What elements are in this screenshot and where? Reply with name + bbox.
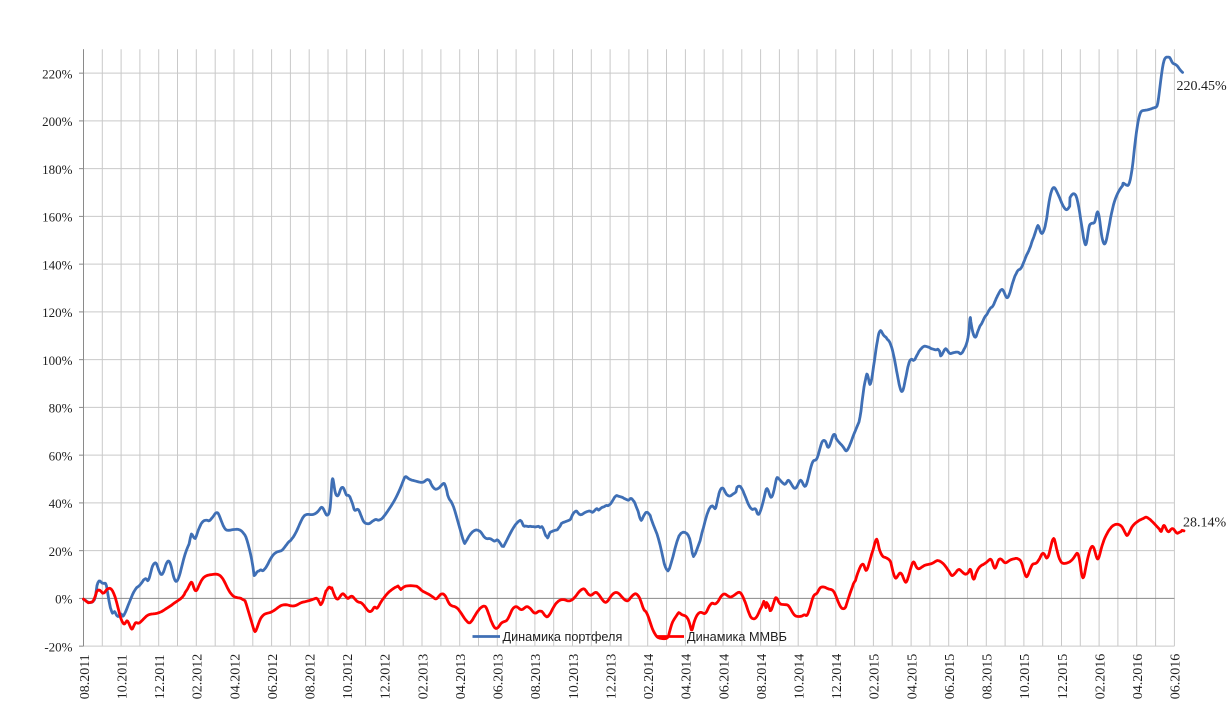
svg-text:100%: 100% bbox=[42, 353, 73, 368]
svg-text:200%: 200% bbox=[42, 114, 73, 129]
svg-text:06.2013: 06.2013 bbox=[492, 654, 507, 700]
svg-text:04.2012: 04.2012 bbox=[228, 654, 243, 700]
svg-text:80%: 80% bbox=[49, 401, 73, 416]
svg-text:12.2011: 12.2011 bbox=[153, 654, 168, 699]
svg-text:04.2015: 04.2015 bbox=[905, 654, 920, 700]
svg-text:02.2016: 02.2016 bbox=[1093, 654, 1108, 700]
svg-text:60%: 60% bbox=[49, 448, 73, 463]
svg-text:06.2016: 06.2016 bbox=[1169, 654, 1184, 700]
svg-text:08.2014: 08.2014 bbox=[755, 654, 770, 700]
svg-text:Динамика ММВБ: Динамика ММВБ bbox=[687, 630, 787, 644]
svg-text:180%: 180% bbox=[42, 162, 73, 177]
svg-text:0%: 0% bbox=[55, 592, 73, 607]
svg-text:06.2015: 06.2015 bbox=[943, 654, 958, 700]
svg-text:10.2012: 10.2012 bbox=[341, 654, 356, 700]
svg-text:140%: 140% bbox=[42, 257, 73, 272]
svg-text:06.2014: 06.2014 bbox=[717, 654, 732, 700]
svg-text:04.2013: 04.2013 bbox=[454, 654, 469, 700]
svg-text:08.2011: 08.2011 bbox=[78, 654, 93, 699]
svg-text:10.2013: 10.2013 bbox=[567, 654, 582, 700]
svg-text:06.2012: 06.2012 bbox=[266, 654, 281, 700]
svg-text:04.2014: 04.2014 bbox=[680, 654, 695, 700]
svg-text:02.2012: 02.2012 bbox=[191, 654, 206, 700]
svg-text:10.2011: 10.2011 bbox=[115, 654, 130, 699]
svg-text:220.45%: 220.45% bbox=[1177, 79, 1228, 94]
svg-text:02.2013: 02.2013 bbox=[416, 654, 431, 700]
svg-text:-20%: -20% bbox=[44, 639, 72, 654]
svg-text:120%: 120% bbox=[42, 305, 73, 320]
svg-text:10.2014: 10.2014 bbox=[793, 654, 808, 700]
svg-text:20%: 20% bbox=[49, 544, 73, 559]
svg-text:220%: 220% bbox=[42, 66, 73, 81]
svg-text:02.2014: 02.2014 bbox=[642, 654, 657, 700]
svg-text:160%: 160% bbox=[42, 210, 73, 225]
svg-text:12.2015: 12.2015 bbox=[1056, 654, 1071, 700]
svg-text:40%: 40% bbox=[49, 496, 73, 511]
svg-text:12.2012: 12.2012 bbox=[379, 654, 394, 700]
svg-text:08.2012: 08.2012 bbox=[304, 654, 319, 700]
svg-text:Динамика портфеля: Динамика портфеля bbox=[503, 630, 623, 644]
svg-text:02.2015: 02.2015 bbox=[868, 654, 883, 700]
svg-text:08.2015: 08.2015 bbox=[981, 654, 996, 700]
svg-text:12.2014: 12.2014 bbox=[830, 654, 845, 700]
svg-text:04.2016: 04.2016 bbox=[1131, 654, 1146, 700]
svg-text:28.14%: 28.14% bbox=[1183, 516, 1227, 531]
svg-text:08.2013: 08.2013 bbox=[529, 654, 544, 700]
svg-text:10.2015: 10.2015 bbox=[1018, 654, 1033, 700]
svg-text:12.2013: 12.2013 bbox=[604, 654, 619, 700]
